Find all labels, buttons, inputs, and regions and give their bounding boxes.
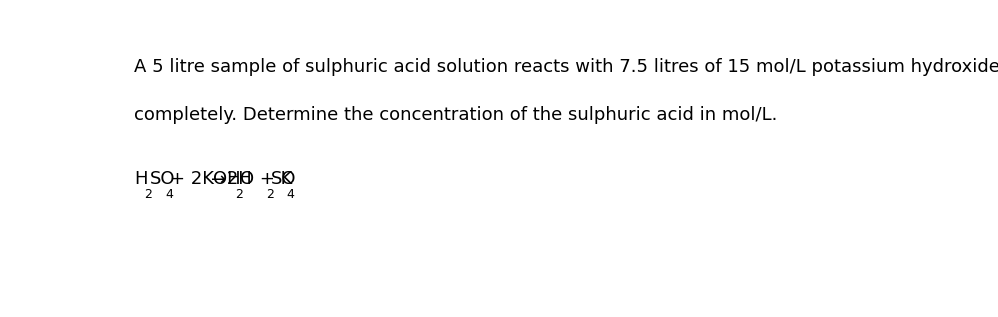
Text: 2: 2 — [145, 188, 153, 201]
Text: 2: 2 — [266, 188, 274, 201]
Text: 4: 4 — [286, 188, 294, 201]
Text: A 5 litre sample of sulphuric acid solution reacts with 7.5 litres of 15 mol/L p: A 5 litre sample of sulphuric acid solut… — [134, 58, 998, 75]
Text: 2: 2 — [236, 188, 244, 201]
Text: 4: 4 — [166, 188, 174, 201]
Text: 2H: 2H — [221, 171, 251, 189]
Text: SO: SO — [270, 171, 296, 189]
Text: SO: SO — [151, 171, 176, 189]
Text: O + K: O + K — [240, 171, 292, 189]
Text: + 2KOH: + 2KOH — [171, 171, 241, 189]
Text: H: H — [134, 171, 148, 189]
Text: completely. Determine the concentration of the sulphuric acid in mol/L.: completely. Determine the concentration … — [134, 107, 777, 124]
Text: →: → — [212, 171, 227, 189]
